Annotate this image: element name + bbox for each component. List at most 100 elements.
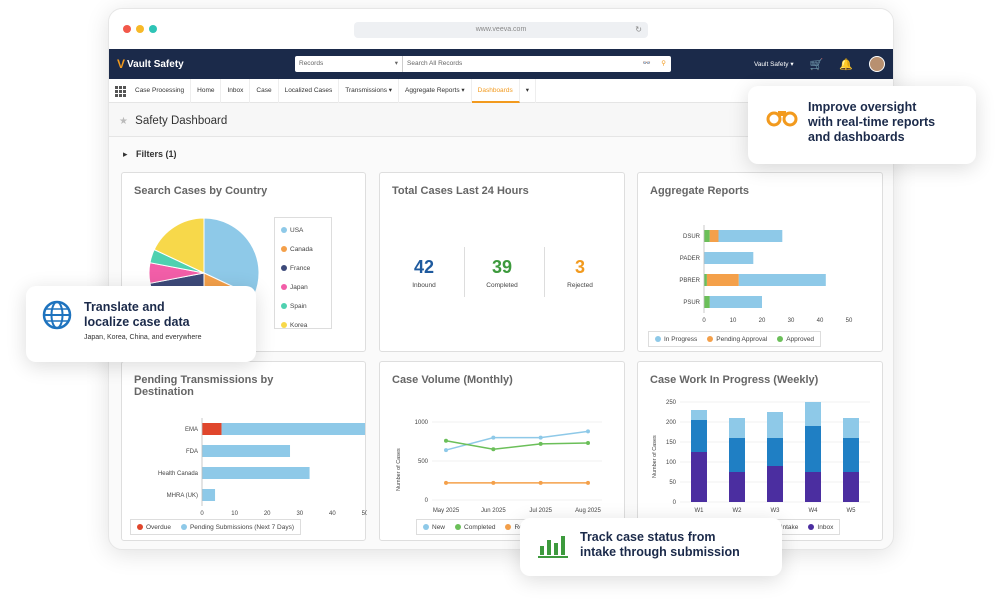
divider bbox=[544, 247, 545, 297]
tab-aggregate-reports[interactable]: Aggregate Reports ▾ bbox=[399, 78, 472, 103]
stat-rejected[interactable]: 3 Rejected bbox=[550, 257, 610, 289]
bar-segment bbox=[202, 467, 310, 479]
chevron-down-icon: ▾ bbox=[394, 60, 398, 67]
axis-label: Number of Cases bbox=[396, 448, 402, 491]
page-title: Safety Dashboard bbox=[135, 115, 228, 127]
legend-swatch bbox=[180, 523, 187, 530]
title-line: Destination bbox=[134, 386, 194, 398]
card-aggregate-reports: Aggregate Reports DSUR PADER PBRER PSUR 0 10 2… bbox=[637, 172, 883, 352]
tab-case[interactable]: Case bbox=[250, 78, 279, 103]
data-point bbox=[586, 441, 590, 446]
bar-segment bbox=[729, 418, 745, 438]
bar-segment bbox=[843, 472, 859, 502]
tab-[interactable]: ▾ bbox=[520, 78, 536, 103]
tick-label: W4 bbox=[809, 508, 819, 514]
legend-item[interactable]: Pending Submissions (Next 7 Days) bbox=[180, 523, 294, 531]
legend-label: Korea bbox=[290, 322, 308, 329]
bar-segment bbox=[729, 438, 745, 472]
vault-menu[interactable]: Vault Safety ▾ bbox=[753, 61, 794, 68]
search-icon[interactable]: ⚲ bbox=[661, 60, 666, 67]
tick-label: W3 bbox=[771, 508, 781, 514]
data-point bbox=[491, 447, 496, 452]
card-title: Search Cases by Country bbox=[134, 185, 268, 197]
binoculars-icon[interactable]: 👓 bbox=[642, 60, 651, 67]
maximize-dot[interactable] bbox=[149, 25, 157, 33]
close-dot[interactable] bbox=[123, 25, 131, 33]
data-point bbox=[538, 441, 543, 446]
bar-segment bbox=[767, 412, 783, 438]
data-point bbox=[586, 480, 590, 485]
tab-dashboards[interactable]: Dashboards bbox=[471, 78, 520, 103]
tab-home[interactable]: Home bbox=[191, 78, 222, 103]
legend-item[interactable]: Approved bbox=[777, 336, 814, 343]
legend-item[interactable]: Korea bbox=[281, 316, 325, 335]
address-bar[interactable]: www.veeva.com ↻ bbox=[354, 22, 648, 38]
search-scope-value: Records bbox=[299, 60, 324, 67]
tick-label: 30 bbox=[788, 318, 795, 324]
legend-item[interactable]: Spain bbox=[281, 297, 325, 316]
card-title: Case Volume (Monthly) bbox=[392, 374, 513, 386]
legend-item[interactable]: Pending Approval bbox=[707, 336, 767, 343]
stat-completed[interactable]: 39 Completed bbox=[472, 257, 532, 289]
data-point bbox=[444, 480, 448, 485]
stat-value: 39 bbox=[491, 257, 513, 277]
nav-right-tools: Vault Safety ▾ 🛒 🔔 bbox=[754, 56, 885, 72]
legend-item[interactable]: In Progress bbox=[655, 336, 697, 343]
legend-item[interactable]: Completed bbox=[455, 524, 495, 531]
callout-line: and dashboards bbox=[808, 130, 905, 144]
search-scope-select[interactable]: Records ▾ bbox=[295, 56, 403, 72]
tick-label: 250 bbox=[666, 400, 677, 406]
legend-item[interactable]: Canada bbox=[281, 240, 325, 259]
bar-segment bbox=[718, 230, 783, 242]
minimize-dot[interactable] bbox=[136, 25, 144, 33]
card-title: Total Cases Last 24 Hours bbox=[392, 185, 529, 197]
app-logo[interactable]: V Vault Safety bbox=[117, 57, 184, 71]
tab-transmissions[interactable]: Transmissions ▾ bbox=[339, 78, 400, 103]
legend-swatch bbox=[423, 523, 429, 530]
reload-icon[interactable]: ↻ bbox=[635, 25, 642, 34]
tab-case-processing[interactable]: Case Processing bbox=[129, 78, 192, 103]
logo-text: Vault Safety bbox=[127, 58, 184, 70]
stat-inbound[interactable]: 42 Inbound bbox=[394, 257, 454, 289]
legend-item[interactable]: USA bbox=[281, 221, 325, 240]
legend-swatch bbox=[281, 284, 287, 291]
avatar[interactable] bbox=[869, 56, 885, 72]
bar-chart-icon bbox=[538, 536, 568, 558]
tab-inbox[interactable]: Inbox bbox=[221, 78, 251, 103]
tick-label: W5 bbox=[847, 508, 857, 514]
binoculars-icon bbox=[766, 111, 798, 127]
bar-segment bbox=[729, 472, 745, 502]
legend-swatch bbox=[655, 335, 661, 342]
bar-segment bbox=[221, 423, 365, 435]
legend-label: Intake bbox=[780, 523, 799, 531]
data-point bbox=[538, 435, 543, 440]
bar-segment bbox=[709, 296, 762, 308]
bar-segment bbox=[805, 472, 821, 502]
series-line-completed bbox=[445, 439, 589, 451]
filters-toggle[interactable]: ▸ Filters (1) bbox=[123, 149, 177, 160]
search-input[interactable]: Search All Records 👓 ⚲ bbox=[403, 56, 671, 72]
bar-segment bbox=[767, 438, 783, 466]
tick-label: W2 bbox=[733, 508, 743, 514]
legend-item[interactable]: Overdue bbox=[137, 524, 171, 531]
legend-label: Japan bbox=[290, 284, 308, 291]
tab-localized-cases[interactable]: Localized Cases bbox=[279, 78, 340, 103]
tick-label: 100 bbox=[666, 460, 677, 466]
favorite-star-icon[interactable]: ★ bbox=[119, 116, 128, 127]
data-point bbox=[444, 448, 448, 453]
series-line-new bbox=[445, 430, 589, 451]
legend-item[interactable]: France bbox=[281, 259, 325, 278]
callout-line: Translate and bbox=[84, 300, 165, 314]
category-label: EMA bbox=[185, 427, 198, 433]
legend-item[interactable]: Inbox bbox=[808, 524, 833, 531]
bar-segment bbox=[706, 274, 739, 286]
legend-item[interactable]: New bbox=[423, 524, 445, 531]
bell-icon[interactable]: 🔔 bbox=[839, 58, 853, 71]
app-grid-icon[interactable] bbox=[115, 85, 126, 97]
legend-item[interactable]: Japan bbox=[281, 278, 325, 297]
tick-label: May 2025 bbox=[433, 508, 460, 514]
cart-icon[interactable]: 🛒 bbox=[809, 58, 824, 71]
filters-label: Filters (1) bbox=[136, 149, 177, 159]
legend-label: Pending Approval bbox=[716, 335, 768, 343]
callout-line: with real-time reports bbox=[808, 115, 936, 129]
